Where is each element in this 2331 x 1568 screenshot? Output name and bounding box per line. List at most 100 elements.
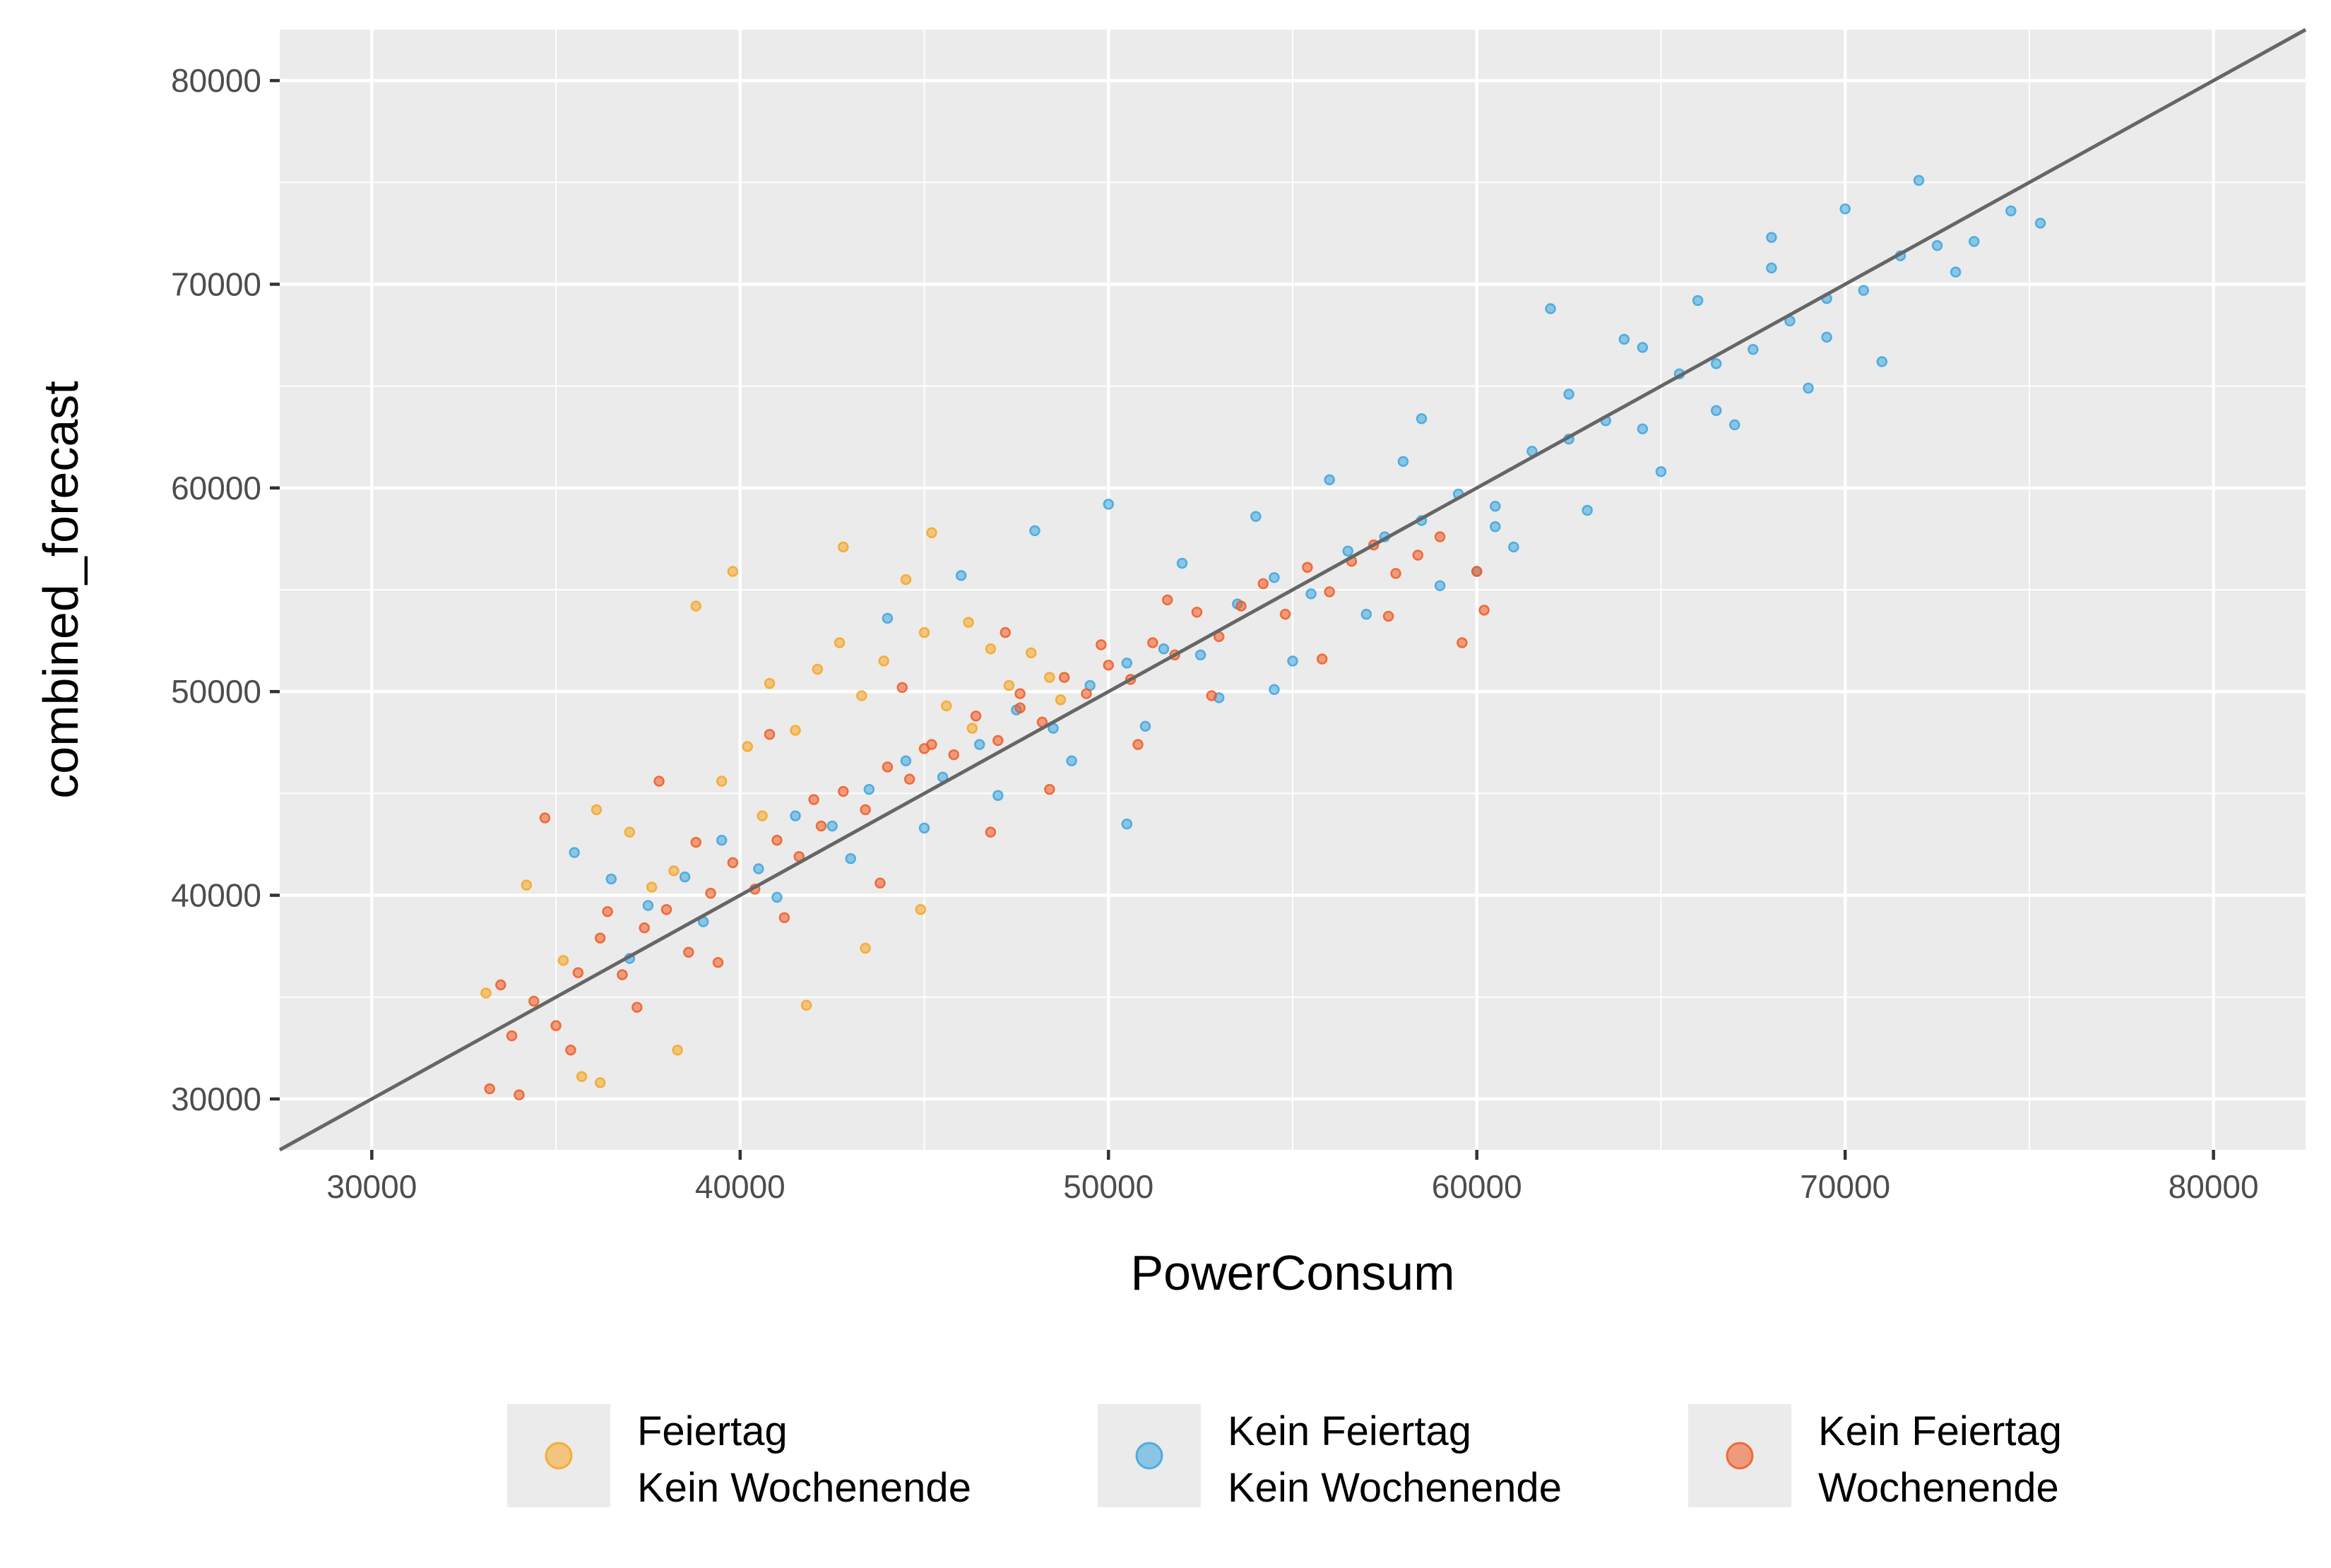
- data-point-series-2: [1324, 474, 1335, 486]
- data-point-series-3: [653, 776, 665, 787]
- data-point-series-3: [1103, 659, 1115, 671]
- data-point-series-1: [812, 663, 824, 675]
- data-point-series-3: [705, 887, 716, 899]
- data-point-series-3: [970, 711, 982, 722]
- data-point-series-2: [1397, 456, 1409, 468]
- data-point-series-2: [1066, 755, 1077, 766]
- data-point-series-3: [539, 812, 551, 824]
- data-point-series-3: [838, 785, 849, 797]
- data-point-series-3: [764, 728, 776, 740]
- data-point-series-3: [1081, 688, 1092, 699]
- x-tick-label: 60000: [1432, 1168, 1522, 1205]
- data-point-series-2: [1710, 358, 1722, 369]
- y-tick-label: 40000: [171, 877, 261, 914]
- data-point-series-3: [1191, 606, 1203, 618]
- data-point-series-3: [1302, 562, 1313, 574]
- data-point-series-2: [1416, 413, 1428, 424]
- data-point-series-2: [1821, 331, 1832, 343]
- y-tick-label: 80000: [171, 62, 261, 99]
- data-point-series-3: [882, 761, 894, 773]
- data-point-series-2: [1287, 655, 1298, 667]
- data-point-series-1: [624, 826, 636, 838]
- data-point-series-2: [1121, 818, 1133, 830]
- data-point-series-2: [1913, 174, 1925, 186]
- data-point-series-3: [727, 857, 739, 869]
- data-point-series-3: [602, 905, 613, 917]
- data-point-series-2: [1158, 643, 1170, 655]
- data-point-series-1: [963, 617, 974, 628]
- data-point-series-3: [617, 969, 628, 980]
- legend-symbol: [1135, 1442, 1163, 1470]
- grid: [280, 30, 2306, 1150]
- data-point-series-2: [1103, 499, 1115, 510]
- data-point-series-3: [1434, 531, 1446, 542]
- legend-symbol: [1726, 1442, 1754, 1470]
- data-point-series-1: [1003, 679, 1015, 691]
- data-point-series-3: [985, 826, 997, 838]
- data-point-series-3: [660, 903, 672, 915]
- data-point-series-3: [1132, 739, 1144, 750]
- data-point-series-2: [1490, 501, 1501, 512]
- data-point-series-1: [918, 626, 930, 639]
- data-point-series-1: [941, 700, 952, 712]
- data-point-series-1: [716, 776, 728, 787]
- data-point-series-3: [1235, 600, 1247, 612]
- data-point-series-1: [742, 741, 753, 752]
- data-point-series-2: [1766, 262, 1777, 274]
- data-point-series-3: [903, 773, 915, 785]
- legend-label: Kein Feiertag Wochenende: [1818, 1408, 2062, 1511]
- data-point-series-2: [1194, 649, 1206, 661]
- data-point-series-1: [764, 677, 776, 689]
- data-point-series-1: [856, 690, 867, 701]
- data-point-series-2: [1766, 232, 1777, 243]
- x-tick-label: 80000: [2169, 1168, 2259, 1205]
- data-point-series-3: [992, 735, 1004, 747]
- data-point-series-2: [1508, 541, 1519, 553]
- data-point-series-3: [683, 946, 694, 958]
- data-point-series-2: [605, 873, 617, 885]
- data-point-series-2: [1269, 571, 1280, 583]
- data-point-series-2: [1950, 266, 1962, 278]
- x-tick-label: 70000: [1800, 1168, 1890, 1205]
- data-point-series-2: [569, 847, 580, 858]
- y-tick-label: 70000: [171, 266, 261, 302]
- data-point-series-2: [1692, 295, 1704, 307]
- data-point-series-1: [800, 999, 812, 1011]
- data-point-series-2: [2005, 205, 2017, 217]
- data-point-series-3: [594, 932, 606, 944]
- data-point-series-2: [1434, 580, 1446, 591]
- data-point-series-2: [1728, 419, 1740, 431]
- data-point-series-2: [1029, 525, 1040, 537]
- data-point-series-3: [1478, 605, 1490, 616]
- data-point-series-3: [860, 804, 871, 816]
- data-point-series-2: [1710, 405, 1722, 416]
- data-point-series-3: [1000, 626, 1012, 639]
- data-point-series-1: [926, 527, 937, 539]
- data-point-series-2: [882, 612, 894, 624]
- data-point-series-3: [1382, 610, 1394, 622]
- data-point-series-2: [1876, 356, 1888, 367]
- y-tick-label: 60000: [171, 470, 261, 506]
- data-point-series-2: [1342, 545, 1353, 557]
- data-point-series-1: [521, 879, 533, 891]
- data-point-series-2: [679, 871, 691, 883]
- data-point-series-3: [1324, 586, 1335, 598]
- data-point-series-1: [834, 637, 846, 648]
- data-point-series-2: [826, 820, 838, 832]
- data-point-series-2: [771, 891, 783, 903]
- data-point-series-2: [1968, 236, 1980, 247]
- data-point-series-2: [992, 790, 1004, 801]
- data-point-series-1: [1044, 672, 1055, 683]
- data-point-series-1: [860, 942, 871, 954]
- data-point-series-1: [1026, 647, 1037, 659]
- x-tick-label: 30000: [326, 1168, 417, 1205]
- data-point-series-1: [594, 1077, 606, 1088]
- data-point-series-2: [1490, 521, 1501, 533]
- data-point-series-2: [1545, 303, 1556, 314]
- legend-symbol: [545, 1442, 573, 1470]
- data-point-series-2: [1360, 608, 1372, 620]
- data-point-series-2: [753, 863, 764, 874]
- data-point-series-3: [948, 749, 960, 761]
- data-point-series-1: [878, 655, 889, 667]
- data-point-series-3: [778, 912, 790, 924]
